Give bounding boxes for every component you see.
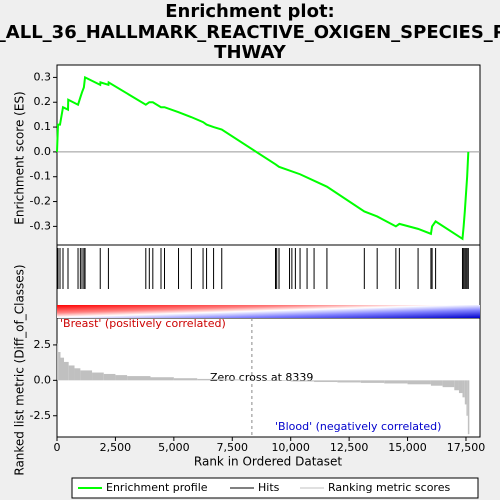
- y-axis-label: Ranked list metric (Diff_of_Classes): [13, 264, 27, 475]
- legend: [71, 477, 479, 499]
- metric-bar: [103, 373, 116, 381]
- x-tick-label: 5,000: [158, 441, 190, 454]
- metric-bar: [58, 352, 61, 381]
- y-tick-label: 0.3: [34, 70, 52, 83]
- color-bar: [57, 305, 480, 318]
- metric-bar: [115, 375, 128, 381]
- x-tick-label: 17,500: [447, 441, 486, 454]
- y-tick-label: 0.0: [34, 145, 52, 158]
- title-line: H_ALL_36_HALLMARK_REACTIVE_OXIGEN_SPECIE…: [0, 22, 500, 43]
- enrichment-line: [56, 75, 470, 241]
- y-tick-label: -0.1: [30, 170, 51, 183]
- metric-bar: [68, 365, 75, 381]
- metric-bar: [74, 368, 81, 381]
- metric-bar: [80, 370, 93, 381]
- metric-bar: [464, 380, 467, 405]
- metric-bar: [454, 380, 459, 391]
- y-tick-label: 0.2: [34, 95, 52, 108]
- x-tick-label: 15,000: [388, 441, 427, 454]
- metric-bar: [467, 380, 470, 435]
- annotation: Zero cross at 8339: [210, 371, 313, 384]
- title-line: Enrichment plot:: [165, 1, 335, 22]
- y-tick-label: 2.5: [34, 338, 52, 351]
- metric-bar: [92, 372, 104, 381]
- metric-bar: [384, 380, 408, 384]
- metric-bar: [407, 380, 431, 385]
- x-tick-label: 0: [54, 441, 61, 454]
- x-tick-label: 12,500: [330, 441, 369, 454]
- top-panel: [56, 64, 481, 319]
- y-axis-label: Enrichment score (ES): [13, 91, 27, 224]
- metric-bar: [220, 379, 244, 381]
- metric-bar: [197, 378, 221, 381]
- metric-bar: [314, 380, 338, 383]
- title-line: THWAY: [214, 42, 287, 63]
- y-tick-label: -0.2: [30, 195, 51, 208]
- metric-bar: [57, 343, 59, 381]
- x-axis-label: Rank in Ordered Dataset: [194, 455, 342, 469]
- metric-bar: [60, 357, 65, 381]
- x-tick-label: 10,000: [271, 441, 310, 454]
- metric-bar: [64, 361, 69, 381]
- x-tick-label: 7,500: [217, 441, 249, 454]
- legend-entry: Ranking metric scores: [328, 481, 450, 494]
- y-tick-label: -2.5: [30, 409, 51, 422]
- metric-bar: [267, 380, 291, 381]
- metric-bar: [360, 380, 385, 383]
- y-tick-label: 0.1: [34, 120, 52, 133]
- legend-entry: Enrichment profile: [106, 481, 208, 494]
- metric-bar: [127, 376, 151, 381]
- pos-label: 'Breast' (positively correlated): [60, 317, 226, 330]
- metric-bar: [462, 380, 465, 398]
- x-tick-label: 2,500: [100, 441, 132, 454]
- metric-bar: [150, 377, 174, 381]
- metric-bar: [337, 380, 361, 383]
- metric-bar: [466, 380, 468, 416]
- neg-label: 'Blood' (negatively correlated): [275, 420, 441, 433]
- metric-bar: [290, 380, 315, 382]
- legend-entry: Hits: [258, 481, 280, 494]
- y-tick-label: -0.3: [30, 219, 51, 232]
- metric-bar: [442, 380, 455, 388]
- metric-bar: [430, 380, 443, 386]
- metric-bar: [173, 378, 198, 381]
- y-tick-label: 0.0: [34, 373, 52, 386]
- metric-bar: [458, 380, 463, 394]
